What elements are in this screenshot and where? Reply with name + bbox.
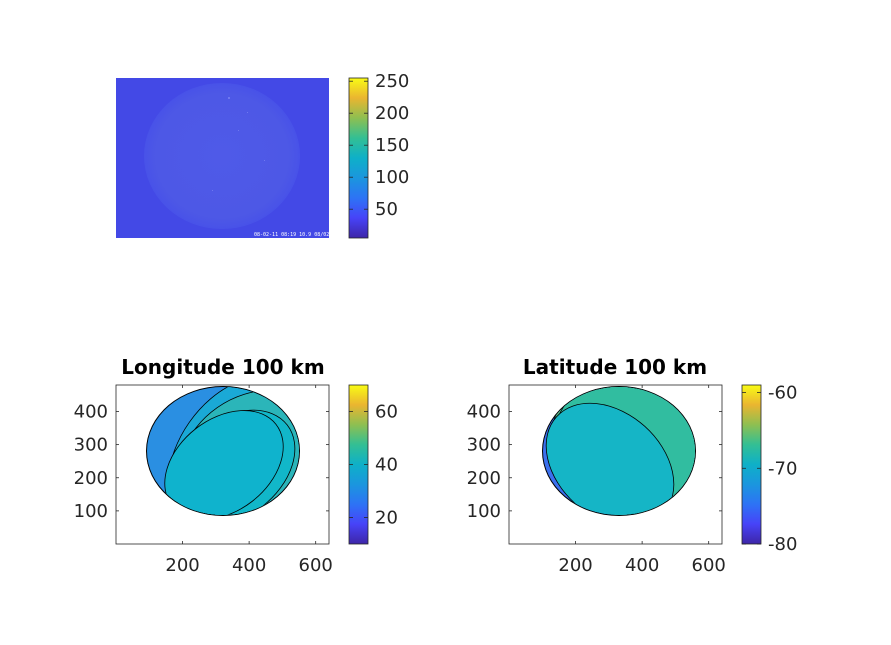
colorbar-3: -80 -70 -60 [741,383,797,555]
raw-image-timestamp: 08-02-11 08:19 10.9 08/02/2011 [254,232,344,238]
colorbar-1: 50 100 150 200 250 [348,71,409,239]
latitude-ytick-label: 100 [467,501,501,522]
latitude-ytick-label: 400 [467,402,501,423]
colorbar-2: 20 40 60 [348,384,398,545]
longitude-ytick-label: 300 [74,435,108,456]
colorbar-2-tick-label: 20 [375,508,398,529]
longitude-title: Longitude 100 km [121,355,324,379]
longitude-ytick-label: 200 [74,468,108,489]
colorbar-1-strip [348,77,369,239]
longitude-xtick-label: 600 [299,555,333,576]
latitude-xtick-label: 600 [692,555,726,576]
latitude-ytick-label: 200 [467,468,501,489]
colorbar-1-tick-label: 250 [375,71,409,92]
colorbar-1-tick-label: 200 [375,103,409,124]
colorbar-1-tick-label: 100 [375,167,409,188]
colorbar-3-tick-label: -80 [768,534,797,555]
colorbar-3-tick-label: -60 [768,383,797,404]
longitude-ytick-label: 100 [74,501,108,522]
longitude-xtick-label: 200 [165,555,199,576]
colorbar-1-ticks: 50 100 150 200 250 [349,71,409,220]
raw-image-disc [144,83,300,229]
colorbar-2-ticks: 20 40 60 [349,402,398,529]
raw-image-specks [212,97,265,191]
colorbar-3-strip [741,384,762,545]
colorbar-1-tick-label: 150 [375,135,409,156]
longitude-axis-ticks: 200 400 600 100 200 300 400 [74,385,333,576]
longitude-ytick-label: 400 [74,402,108,423]
latitude-xtick-label: 200 [558,555,592,576]
longitude-disc [146,386,300,516]
colorbar-3-tick-label: -70 [768,458,797,479]
longitude-xtick-label: 400 [232,555,266,576]
colorbar-2-tick-label: 60 [375,402,398,423]
latitude-panel: Latitude 100 km 200 400 600 100 200 300 400 -8… [467,355,798,576]
colorbar-1-tick-label: 50 [375,199,398,220]
latitude-ytick-label: 300 [467,435,501,456]
raw-image-panel: 08-02-11 08:19 10.9 08/02/2011 50 100 150 2… [116,71,409,239]
latitude-bands [543,387,695,515]
latitude-axis-ticks: 200 400 600 100 200 300 400 [467,385,726,576]
longitude-bands [147,387,299,515]
longitude-panel: Longitude 100 km 200 400 600 100 200 300 400 2… [74,355,398,576]
colorbar-2-tick-label: 40 [375,455,398,476]
latitude-title: Latitude 100 km [523,355,707,379]
latitude-disc [542,386,696,516]
latitude-xtick-label: 400 [625,555,659,576]
colorbar-3-ticks: -80 -70 -60 [742,383,797,555]
